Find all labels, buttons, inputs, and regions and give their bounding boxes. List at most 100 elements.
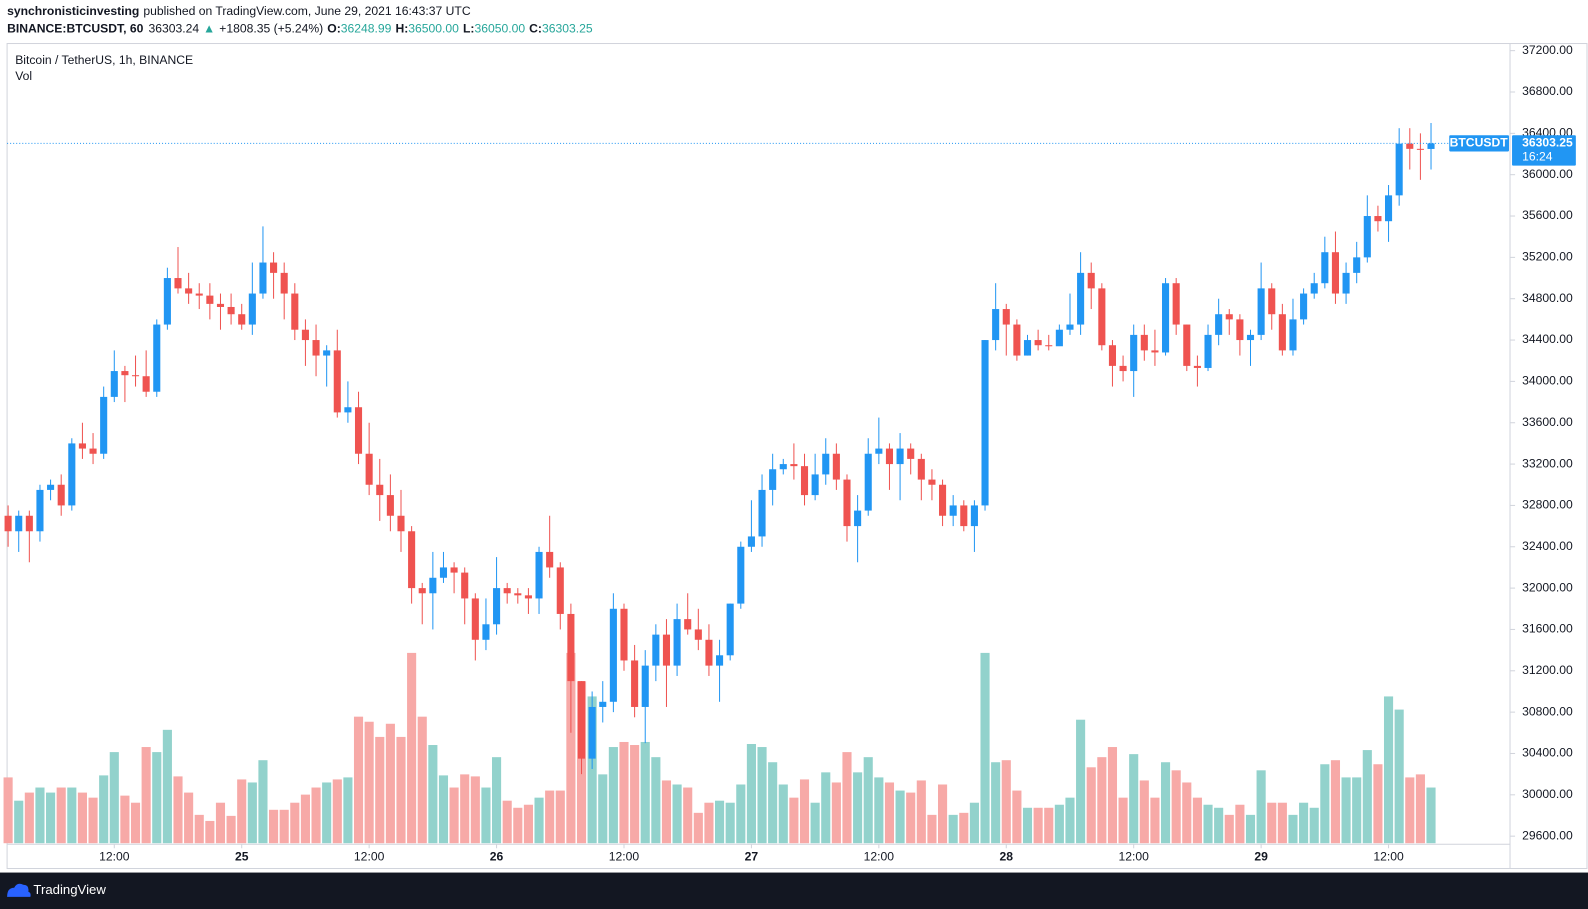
candle-body <box>1066 324 1074 330</box>
y-tick-label: 31200.00 <box>1522 663 1573 677</box>
candle-body <box>25 515 33 532</box>
volume-label: Vol <box>15 69 32 83</box>
volume-bar <box>14 800 24 844</box>
volume-bar <box>1192 797 1202 844</box>
candle-body <box>1130 334 1138 372</box>
volume-bar <box>768 762 778 844</box>
candle-body <box>1406 143 1414 149</box>
candle-body <box>843 479 851 527</box>
volume-bar <box>184 792 194 844</box>
y-tick-label: 30000.00 <box>1522 787 1573 801</box>
volume-bar <box>513 807 523 844</box>
candle-body <box>493 588 501 625</box>
candle-body <box>291 293 299 330</box>
candle-body <box>737 546 745 604</box>
x-tick-label: 25 <box>235 850 249 864</box>
volume-bar <box>88 797 98 844</box>
candle-body <box>790 464 798 467</box>
y-tick-label: 29600.00 <box>1522 828 1573 842</box>
candle-body <box>323 350 331 356</box>
volume-bar <box>991 762 1001 844</box>
candle-body <box>47 484 55 490</box>
symbol-label: BTCUSDT <box>1450 136 1509 150</box>
countdown-label: 16:24 <box>1522 150 1553 164</box>
candle-body <box>1162 283 1170 353</box>
header-line-1: synchronisticinvesting published on Tradi… <box>7 4 471 18</box>
volume-bar <box>1224 814 1234 844</box>
x-tick-label: 29 <box>1254 850 1268 864</box>
volume-bar <box>927 814 937 844</box>
candle-body <box>970 505 978 527</box>
candle-body <box>896 448 904 465</box>
candle-body <box>1151 350 1159 353</box>
volume-bar <box>56 787 66 844</box>
candle-body <box>461 572 469 599</box>
volume-bar <box>162 729 172 844</box>
candle-body <box>1353 257 1361 273</box>
volume-bar <box>385 723 395 844</box>
last-price: 36303.24 <box>148 22 199 36</box>
candle-body <box>227 306 235 315</box>
candle-body <box>195 293 203 296</box>
volume-bar <box>1033 807 1043 844</box>
candle-body <box>238 314 246 325</box>
candle-body <box>1257 288 1265 335</box>
volume-bar <box>173 776 183 844</box>
volume-bar <box>523 804 533 844</box>
volume-bar <box>417 716 427 844</box>
candle-body <box>1193 365 1201 368</box>
volume-bar <box>1245 814 1256 844</box>
volume-bar <box>831 782 841 844</box>
x-tick-label: 12:00 <box>1118 850 1149 864</box>
volume-bar <box>311 787 321 844</box>
arrow: ▲ <box>203 22 215 36</box>
volume-bar <box>1383 696 1394 844</box>
volume-bar <box>1341 777 1351 844</box>
y-tick-label: 30800.00 <box>1522 704 1573 718</box>
candle-body <box>15 515 23 532</box>
volume-bar <box>1001 760 1011 844</box>
volume-bar <box>959 812 969 844</box>
candle-body <box>1331 252 1339 294</box>
candle-body <box>1034 340 1042 346</box>
candle-body <box>163 278 171 325</box>
candle-body <box>535 551 543 599</box>
candle-body <box>1002 309 1010 325</box>
candle-body <box>514 593 522 596</box>
volume-bar <box>948 814 958 844</box>
volume-bar <box>1235 804 1245 844</box>
volume-bar <box>1320 764 1330 844</box>
volume-bar <box>152 752 162 844</box>
volume-bar <box>1160 762 1171 844</box>
volume-bar <box>130 802 141 844</box>
candle-body <box>577 681 586 759</box>
volume-bar <box>1097 757 1107 844</box>
candle-body <box>280 272 288 294</box>
candle-body <box>1225 314 1233 320</box>
candle-body <box>800 466 809 496</box>
volume-bar <box>1022 807 1033 844</box>
candle-body <box>408 531 416 589</box>
chart-title: Bitcoin / TetherUS, 1h, BINANCE <box>15 53 193 67</box>
candle-body <box>1140 334 1148 351</box>
volume-bar <box>428 745 438 844</box>
candle-body <box>270 262 278 273</box>
volume-bar <box>269 809 279 844</box>
low-label: L: <box>463 22 474 36</box>
volume-bar <box>651 757 661 844</box>
volume-bar <box>821 772 831 844</box>
y-tick-label: 32000.00 <box>1522 580 1573 594</box>
volume-bar <box>492 757 502 844</box>
candle-body <box>631 660 639 707</box>
x-tick-label: 12:00 <box>354 850 385 864</box>
candle-body <box>694 629 702 640</box>
volume-bar <box>799 779 810 844</box>
x-tick-label: 12:00 <box>99 850 130 864</box>
candle-body <box>928 479 936 485</box>
volume-bar <box>661 780 672 844</box>
volume-bar <box>1277 802 1287 844</box>
candle-body <box>981 340 989 506</box>
volume-bar <box>1012 790 1022 844</box>
candle-body <box>779 464 787 470</box>
